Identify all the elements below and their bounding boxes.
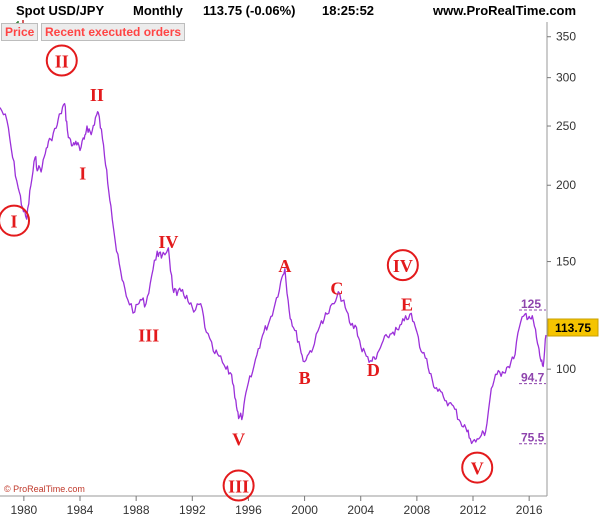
wave-label: A — [278, 256, 291, 276]
level-label: 125 — [521, 297, 541, 311]
wave-label: IV — [393, 256, 413, 276]
copyright-notice: © ProRealTime.com — [4, 484, 85, 494]
x-tick-label: 1992 — [179, 503, 206, 517]
wave-circle — [461, 451, 494, 484]
wave-label: V — [232, 430, 245, 450]
level-label: 94.7 — [521, 371, 545, 385]
price-axis[interactable]: 350 300 250 200 150 100 — [547, 30, 576, 376]
wave-label: I — [79, 163, 86, 183]
price-levels: 125 94.7 75.5 — [519, 297, 546, 445]
x-tick-label: 2008 — [404, 503, 431, 517]
x-tick-label: 1984 — [67, 503, 94, 517]
wave-label: V — [471, 459, 484, 479]
wave-label: B — [299, 368, 311, 388]
x-tick-label: 1980 — [11, 503, 38, 517]
x-tick-label: 2004 — [347, 503, 374, 517]
wave-label: E — [401, 295, 413, 315]
wave-label: II — [90, 85, 104, 105]
y-tick-label: 150 — [556, 255, 576, 269]
site-url[interactable]: www.ProRealTime.com — [433, 3, 577, 18]
wave-label: III — [228, 477, 249, 497]
y-tick-label: 100 — [556, 362, 576, 376]
x-tick-label: 1996 — [235, 503, 262, 517]
wave-circle — [386, 249, 419, 282]
price-series-line — [0, 102, 547, 445]
chart-title: Spot USD/JPY — [16, 3, 105, 18]
wave-label: IV — [158, 232, 178, 252]
y-tick-label: 200 — [556, 178, 576, 192]
wave-label: D — [367, 360, 380, 380]
price-button[interactable]: Price — [1, 23, 39, 41]
x-tick-label: 2012 — [460, 503, 487, 517]
y-tick-label: 250 — [556, 119, 576, 133]
chart-time: 18:25:52 — [322, 3, 375, 18]
y-tick-label: 350 — [556, 30, 576, 44]
last-price-label: 113.75 — [555, 321, 591, 335]
x-tick-label: 2016 — [516, 503, 543, 517]
wave-label: I — [11, 212, 18, 232]
x-tick-label: 1988 — [123, 503, 150, 517]
chart-header: Spot USD/JPY Monthly 113.75 (-0.06%) 18:… — [0, 0, 600, 31]
last-price-badge: 113.75 — [547, 318, 599, 337]
wave-label: III — [138, 325, 159, 345]
wave-circle — [222, 469, 255, 502]
recent-orders-button[interactable]: Recent executed orders — [41, 23, 186, 41]
time-axis[interactable]: 1980 1984 1988 1992 1996 2000 2004 2008 2012 2016 — [11, 496, 543, 517]
wave-label: C — [330, 279, 343, 299]
level-label: 75.5 — [521, 431, 545, 445]
chart-period[interactable]: Monthly — [133, 3, 183, 18]
wave-label: II — [55, 52, 69, 72]
chart-quote: 113.75 (-0.06%) — [203, 3, 296, 18]
wave-circle — [45, 44, 78, 77]
wave-circle — [0, 204, 31, 237]
y-tick-label: 300 — [556, 71, 576, 85]
x-tick-label: 2000 — [291, 503, 318, 517]
